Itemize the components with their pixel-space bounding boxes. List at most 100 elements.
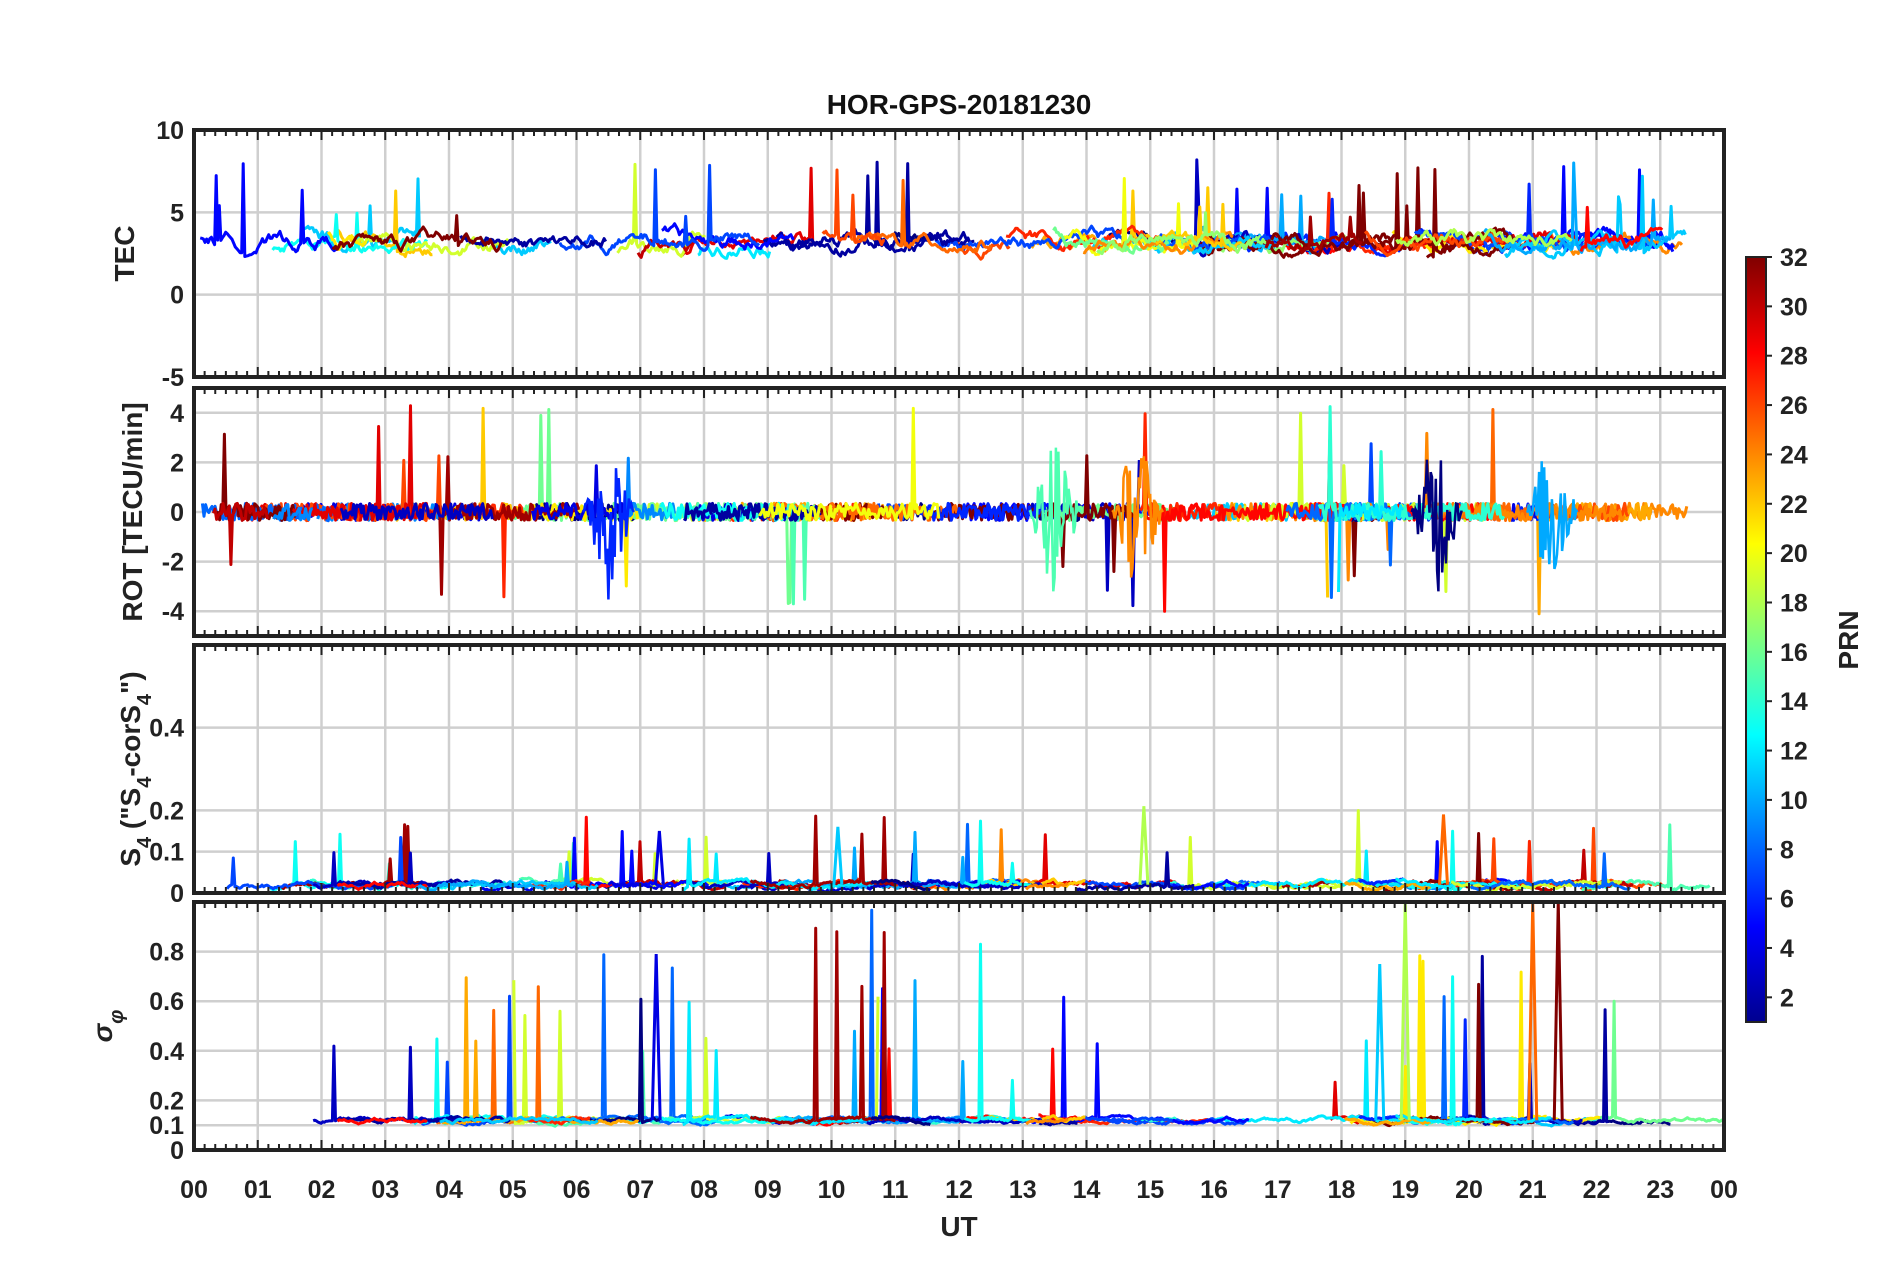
colorbar-tick-label: 8 xyxy=(1780,836,1794,864)
y-tick-label: -4 xyxy=(162,598,184,626)
y-axis-label: σφ xyxy=(87,1010,128,1043)
x-axis-label: UT xyxy=(940,1211,977,1242)
series-traces xyxy=(312,902,1724,1128)
y-tick-label: 0 xyxy=(170,1137,184,1165)
x-tick-label: 23 xyxy=(1646,1176,1674,1204)
prn-series-line xyxy=(1483,161,1672,256)
x-tick-label: 14 xyxy=(1073,1176,1101,1204)
prn-series-line xyxy=(775,160,975,258)
x-tick-label: 02 xyxy=(308,1176,336,1204)
x-tick-label: 04 xyxy=(435,1176,463,1204)
colorbar-tick-label: 18 xyxy=(1780,589,1808,617)
x-tick-label: 11 xyxy=(882,1176,909,1204)
y-axis-label: ROT [TECU/min] xyxy=(117,402,148,621)
colorbar-label: PRN xyxy=(1833,610,1864,669)
prn-series-line xyxy=(870,1115,931,1127)
colorbar-tick-label: 30 xyxy=(1780,293,1808,321)
rot-burst xyxy=(1028,447,1082,592)
prn-series-line xyxy=(1337,502,1404,593)
prn-series-line xyxy=(1501,1115,1552,1125)
x-tick-label: 13 xyxy=(1009,1176,1037,1204)
x-tick-label: 12 xyxy=(945,1176,973,1204)
y-tick-label: 0.1 xyxy=(149,1112,184,1140)
colorbar-tick-label: 32 xyxy=(1780,244,1808,272)
prn-series-line xyxy=(1075,851,1195,893)
prn-series-line xyxy=(919,501,1047,522)
x-tick-label: 07 xyxy=(626,1176,654,1204)
rot-burst xyxy=(581,468,635,600)
prn-series-line xyxy=(1343,881,1431,893)
minor-ticks xyxy=(193,645,1725,893)
colorbar-tick-label: 16 xyxy=(1780,639,1808,667)
y-tick-label: 0.4 xyxy=(149,715,184,743)
colorbar-tick-label: 26 xyxy=(1780,392,1808,420)
prn-series-line xyxy=(749,814,896,891)
x-tick-label: 03 xyxy=(371,1176,399,1204)
colorbar-tick-label: 6 xyxy=(1780,886,1794,914)
minor-ticks xyxy=(193,130,1725,377)
y-tick-label: 0.2 xyxy=(149,797,184,825)
y-tick-label: 5 xyxy=(170,199,184,227)
y-tick-label: 0.2 xyxy=(149,1087,184,1115)
panel-s4: 0 0.1 0.2 0.4S4 ("S4-corS4") xyxy=(115,643,1726,908)
prn-series-line xyxy=(558,163,761,257)
y-tick-label: 0 xyxy=(170,880,184,908)
prn-series-line xyxy=(1363,230,1505,258)
x-tick-labels: 00 01 02 03 04 05 06 07 08 09 10 11 12 13 14 15 16 17 18 19… xyxy=(180,1176,1738,1204)
y-tick-label: 2 xyxy=(170,449,184,477)
peak-mark xyxy=(1374,963,1386,1121)
rot-burst xyxy=(1111,456,1165,578)
prn-series-line xyxy=(682,1000,873,1126)
y-tick-label: -5 xyxy=(162,364,184,392)
x-tick-label: 01 xyxy=(244,1176,272,1204)
peak-mark xyxy=(1438,814,1449,885)
panel-sigphi: 00.10.2 0.4 0.6 0.8 σφ xyxy=(87,900,1726,1165)
peak-mark xyxy=(832,826,844,885)
colorbar-tick-label: 2 xyxy=(1780,984,1794,1012)
prn-series-line xyxy=(1025,881,1069,891)
rot-burst xyxy=(1525,461,1579,570)
peak-mark xyxy=(1552,902,1564,1121)
prn-series-line xyxy=(697,245,772,260)
colorbar-tick-label: 10 xyxy=(1780,787,1808,815)
y-tick-label: 0.1 xyxy=(149,839,184,867)
x-tick-label: 10 xyxy=(818,1176,846,1204)
prn-series-line xyxy=(339,502,494,522)
y-tick-label: 10 xyxy=(156,117,184,145)
peak-mark xyxy=(1138,806,1150,885)
peak-mark xyxy=(1527,902,1539,1121)
prn-series-line xyxy=(1395,228,1573,248)
prn-series-line xyxy=(963,819,1033,888)
x-tick-label: 18 xyxy=(1328,1176,1356,1204)
prn-series-line xyxy=(1005,224,1170,253)
panel-rot: -4 -2 0 2 4 ROT [TECU/min] xyxy=(117,386,1726,638)
x-tick-label: 08 xyxy=(690,1176,718,1204)
chart-title: HOR-GPS-20181230 xyxy=(827,89,1092,120)
x-tick-label: 20 xyxy=(1455,1176,1483,1204)
prn-series-line xyxy=(866,1115,1043,1126)
colorbar-tick-label: 22 xyxy=(1780,491,1808,519)
prn-series-line xyxy=(1096,230,1267,256)
x-tick-label: 19 xyxy=(1391,1176,1419,1204)
x-tick-label: 22 xyxy=(1583,1176,1611,1204)
y-axis-label: TEC xyxy=(109,226,140,282)
prn-series-line xyxy=(336,1116,428,1126)
prn-series-line xyxy=(439,1115,599,1126)
prn-series-line xyxy=(272,503,314,522)
prn-series-line xyxy=(1264,215,1363,254)
prn-series-line xyxy=(199,162,339,258)
x-tick-label: 09 xyxy=(754,1176,782,1204)
colorbar-tick-label: 28 xyxy=(1780,343,1808,371)
x-tick-label: 16 xyxy=(1200,1176,1228,1204)
prn-series-line xyxy=(870,878,932,892)
y-tick-label: 0 xyxy=(170,282,184,310)
prn-series-line xyxy=(682,837,873,892)
prn-series-line xyxy=(1395,877,1494,889)
prn-series-line xyxy=(1317,405,1506,522)
x-tick-label: 15 xyxy=(1136,1176,1164,1204)
prn-series-line xyxy=(355,232,511,257)
y-tick-label: -2 xyxy=(162,549,184,577)
series-traces xyxy=(200,404,1689,616)
